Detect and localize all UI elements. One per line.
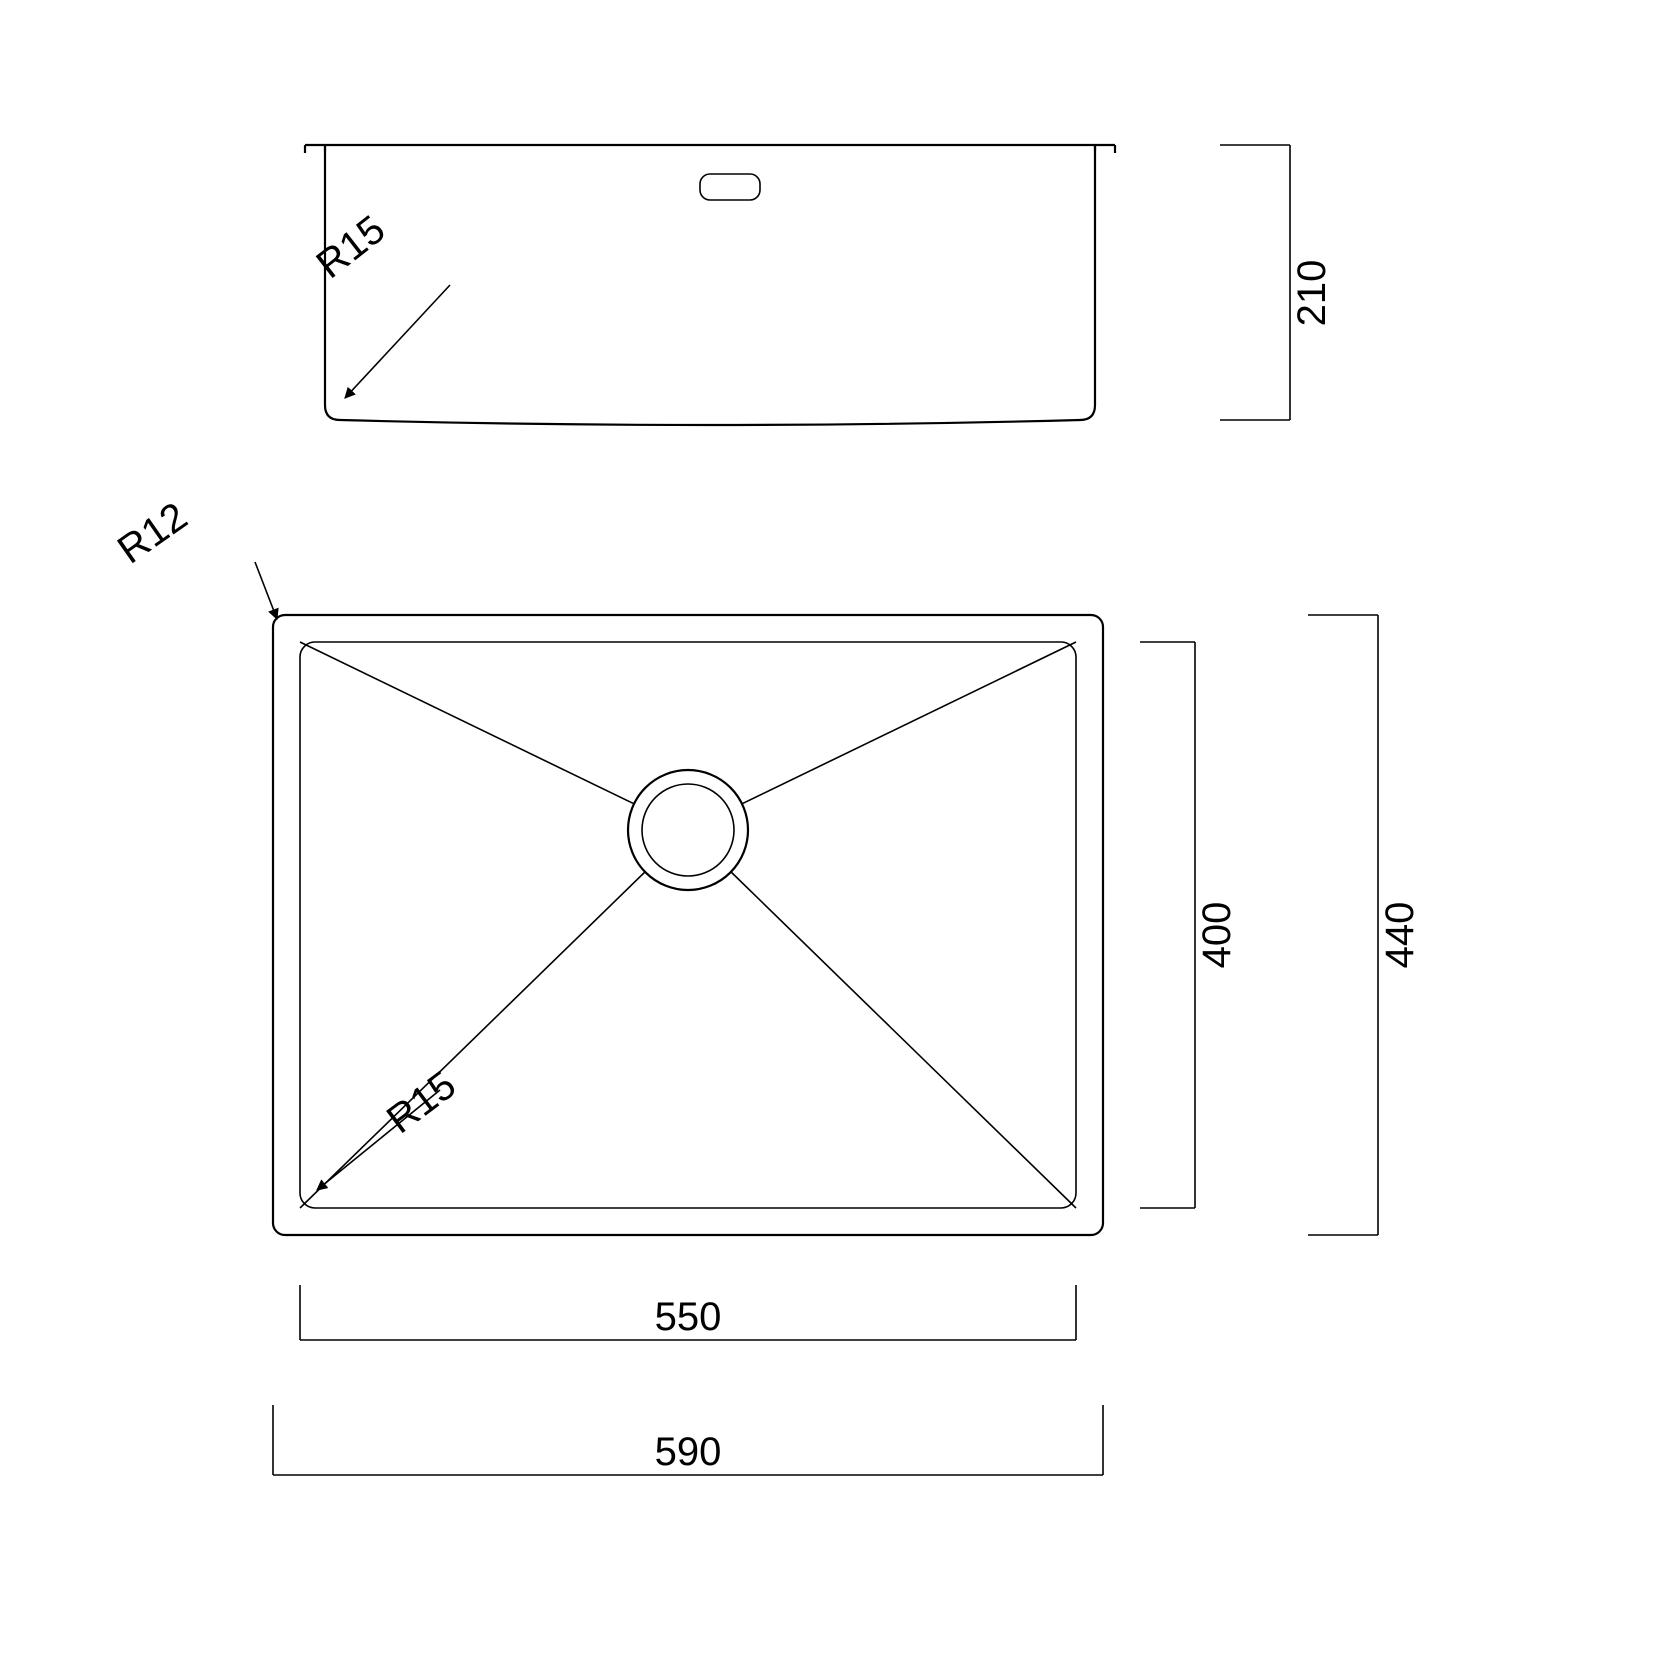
- fold-line: [300, 872, 645, 1208]
- technical-drawing: R15R12R15210400440550590: [0, 0, 1676, 1676]
- r15-front-leader: [345, 285, 450, 398]
- fold-line: [742, 642, 1076, 804]
- fold-line: [731, 872, 1076, 1208]
- dim-value: 590: [655, 1430, 722, 1474]
- dim-value: 440: [1378, 902, 1422, 969]
- r15-front-label: R15: [308, 207, 393, 287]
- dim-value: 400: [1195, 902, 1239, 969]
- front-elevation-outline: [305, 145, 1115, 425]
- drain-outer: [628, 770, 748, 890]
- fold-line: [300, 642, 634, 804]
- dim-value: 550: [655, 1295, 722, 1339]
- r12-label: R12: [110, 494, 195, 572]
- overflow-slot: [700, 174, 760, 200]
- dim-value: 210: [1290, 260, 1334, 327]
- r12-leader: [255, 562, 277, 619]
- drain-inner: [642, 784, 734, 876]
